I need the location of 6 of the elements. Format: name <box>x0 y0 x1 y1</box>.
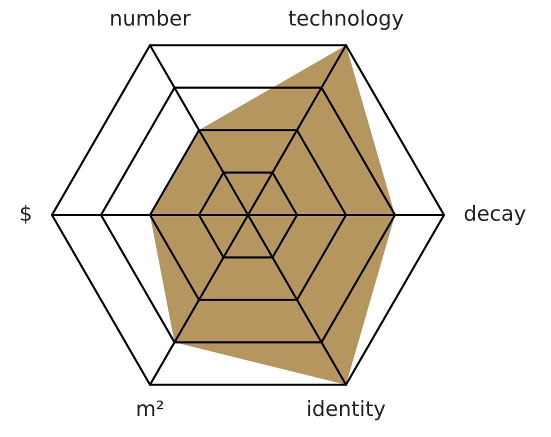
spoke-label: technology <box>288 10 404 30</box>
spoke-label: m² <box>138 400 164 416</box>
spoke-label: $ <box>20 204 31 224</box>
spoke-label: number <box>111 10 191 26</box>
spoke-label: decay <box>464 204 526 226</box>
spoke-label: identity <box>308 400 386 420</box>
